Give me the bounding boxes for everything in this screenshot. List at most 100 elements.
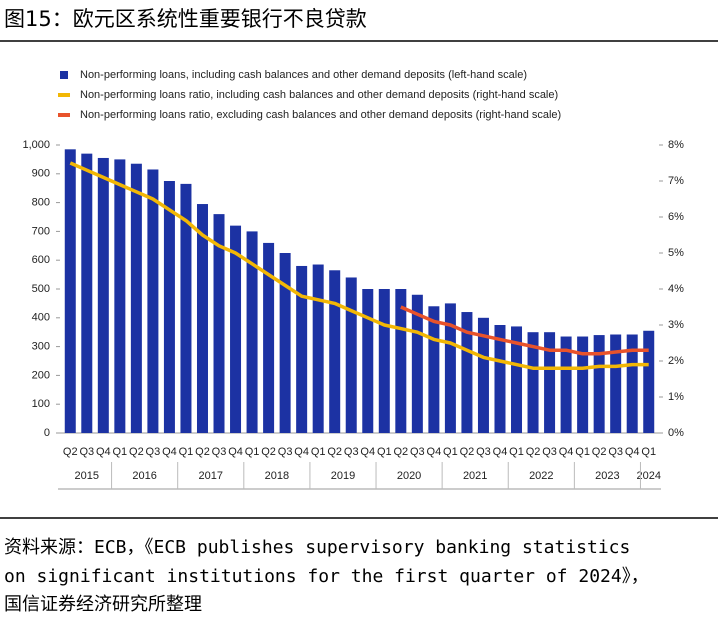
bar <box>444 303 456 433</box>
x-tick-label: Q2 <box>526 446 541 458</box>
bar <box>527 332 539 433</box>
x-tick-label: Q4 <box>559 446 574 458</box>
y2-tick-label: 1% <box>668 391 684 403</box>
year-label: 2022 <box>529 470 553 482</box>
x-tick-label: Q2 <box>129 446 144 458</box>
x-tick-label: Q3 <box>278 446 293 458</box>
x-tick-label: Q4 <box>228 446 243 458</box>
y2-tick-label: 6% <box>668 211 684 223</box>
bar <box>329 270 341 433</box>
bar <box>477 317 489 433</box>
line <box>400 305 649 356</box>
legend-label: Non-performing loans, including cash bal… <box>80 69 527 81</box>
bar <box>560 336 572 433</box>
bar <box>130 163 142 433</box>
y-tick-label: 600 <box>32 254 50 266</box>
x-tick-label: Q4 <box>360 446 375 458</box>
y2-tick-label: 7% <box>668 175 684 187</box>
x-tick-label: Q1 <box>641 446 656 458</box>
y-tick-label: 0 <box>44 427 50 439</box>
bar <box>626 334 638 433</box>
line <box>69 161 649 370</box>
x-tick-label: Q1 <box>245 446 260 458</box>
y-tick-label: 900 <box>32 168 50 180</box>
year-label: 2018 <box>265 470 289 482</box>
source-line: 国信证券经济研究所整理 <box>4 594 202 615</box>
y-tick-label: 300 <box>32 341 50 353</box>
bar <box>643 330 655 433</box>
x-tick-label: Q4 <box>625 446 640 458</box>
bar <box>593 335 605 433</box>
legend-swatch <box>60 71 68 79</box>
y2-tick-label: 3% <box>668 319 684 331</box>
x-tick-label: Q1 <box>311 446 326 458</box>
bar <box>180 183 192 433</box>
bar <box>263 242 275 433</box>
x-tick-label: Q1 <box>377 446 392 458</box>
year-label: 2017 <box>199 470 223 482</box>
bar <box>196 204 208 433</box>
x-tick-label: Q4 <box>96 446 111 458</box>
x-tick-label: Q2 <box>327 446 342 458</box>
x-tick-label: Q1 <box>509 446 524 458</box>
y-tick-label: 800 <box>32 197 50 209</box>
y2-tick-label: 5% <box>668 247 684 259</box>
bar <box>230 225 242 433</box>
bar <box>428 306 440 433</box>
x-tick-label: Q3 <box>410 446 425 458</box>
x-tick-label: Q3 <box>212 446 227 458</box>
bar <box>246 231 258 433</box>
y2-tick-label: 4% <box>668 283 684 295</box>
bar <box>378 289 390 433</box>
x-tick-label: Q4 <box>493 446 508 458</box>
y-tick-label: 200 <box>32 369 50 381</box>
y-tick-label: 400 <box>32 312 50 324</box>
x-tick-label: Q1 <box>575 446 590 458</box>
source-line: on significant institutions for the firs… <box>4 566 649 587</box>
legend-label: Non-performing loans ratio, excluding ca… <box>80 109 561 121</box>
x-tick-label: Q1 <box>113 446 128 458</box>
x-tick-label: Q2 <box>592 446 607 458</box>
x-tick-label: Q3 <box>608 446 623 458</box>
y-tick-label: 500 <box>32 283 50 295</box>
bar <box>279 253 291 433</box>
bar <box>395 289 407 433</box>
y2-tick-label: 2% <box>668 355 684 367</box>
x-tick-label: Q2 <box>195 446 210 458</box>
bar <box>213 214 225 433</box>
bar <box>296 265 308 433</box>
x-tick-label: Q3 <box>79 446 94 458</box>
x-tick-label: Q2 <box>393 446 408 458</box>
bar <box>544 332 556 433</box>
x-tick-label: Q4 <box>427 446 442 458</box>
year-label: 2019 <box>331 470 355 482</box>
bar <box>345 277 357 433</box>
y2-tick-label: 0% <box>668 427 684 439</box>
x-tick-label: Q1 <box>179 446 194 458</box>
y-tick-label: 100 <box>32 398 50 410</box>
year-label: 2024 <box>636 470 660 482</box>
x-tick-label: Q2 <box>460 446 475 458</box>
y2-tick-label: 8% <box>668 139 684 151</box>
bar <box>114 159 126 433</box>
bar <box>312 264 324 433</box>
legend-label: Non-performing loans ratio, including ca… <box>80 89 558 101</box>
year-label: 2015 <box>75 470 99 482</box>
x-tick-label: Q3 <box>146 446 161 458</box>
bar <box>461 312 473 433</box>
year-label: 2016 <box>132 470 156 482</box>
x-tick-label: Q3 <box>344 446 359 458</box>
bar <box>577 336 589 433</box>
bar <box>97 157 109 433</box>
bar <box>147 169 159 434</box>
bar <box>163 181 175 433</box>
x-tick-label: Q2 <box>63 446 78 458</box>
bar <box>362 289 374 433</box>
x-tick-label: Q3 <box>542 446 557 458</box>
x-tick-label: Q4 <box>294 446 309 458</box>
x-tick-label: Q2 <box>261 446 276 458</box>
bar <box>610 334 622 433</box>
bar <box>511 326 523 433</box>
header-title: 图15：欧元区系统性重要银行不良贷款 <box>4 7 367 31</box>
